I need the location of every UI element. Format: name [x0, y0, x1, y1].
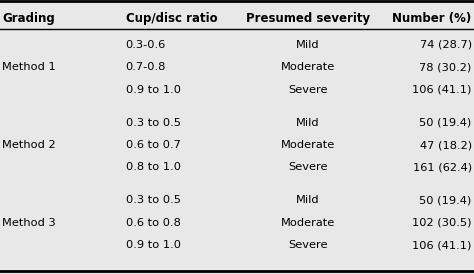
Text: Mild: Mild [296, 118, 320, 127]
Text: Presumed severity: Presumed severity [246, 12, 370, 25]
Text: 78 (30.2): 78 (30.2) [419, 62, 472, 72]
Text: 74 (28.7): 74 (28.7) [419, 40, 472, 50]
Text: Moderate: Moderate [281, 62, 335, 72]
Text: Grading: Grading [2, 12, 55, 25]
Text: 106 (41.1): 106 (41.1) [412, 240, 472, 250]
Text: Method 2: Method 2 [2, 140, 56, 150]
Text: 50 (19.4): 50 (19.4) [419, 195, 472, 205]
Text: 0.3 to 0.5: 0.3 to 0.5 [126, 118, 181, 127]
Text: Moderate: Moderate [281, 218, 335, 228]
Text: 102 (30.5): 102 (30.5) [412, 218, 472, 228]
Text: Number (%): Number (%) [392, 12, 472, 25]
Text: 50 (19.4): 50 (19.4) [419, 118, 472, 127]
Text: 0.9 to 1.0: 0.9 to 1.0 [126, 240, 181, 250]
Text: 0.7-0.8: 0.7-0.8 [126, 62, 166, 72]
Text: 161 (62.4): 161 (62.4) [412, 162, 472, 172]
Text: Method 3: Method 3 [2, 218, 56, 228]
Text: Mild: Mild [296, 195, 320, 205]
Text: Method 1: Method 1 [2, 62, 56, 72]
Text: 0.3 to 0.5: 0.3 to 0.5 [126, 195, 181, 205]
Text: Mild: Mild [296, 40, 320, 50]
Text: 47 (18.2): 47 (18.2) [419, 140, 472, 150]
Text: 0.6 to 0.8: 0.6 to 0.8 [126, 218, 181, 228]
Text: Severe: Severe [288, 85, 328, 95]
Text: 0.3-0.6: 0.3-0.6 [126, 40, 166, 50]
Text: 106 (41.1): 106 (41.1) [412, 85, 472, 95]
Text: 0.9 to 1.0: 0.9 to 1.0 [126, 85, 181, 95]
Text: Cup/disc ratio: Cup/disc ratio [126, 12, 217, 25]
Text: Severe: Severe [288, 240, 328, 250]
Text: Severe: Severe [288, 162, 328, 172]
Text: 0.6 to 0.7: 0.6 to 0.7 [126, 140, 181, 150]
Text: Moderate: Moderate [281, 140, 335, 150]
Text: 0.8 to 1.0: 0.8 to 1.0 [126, 162, 181, 172]
